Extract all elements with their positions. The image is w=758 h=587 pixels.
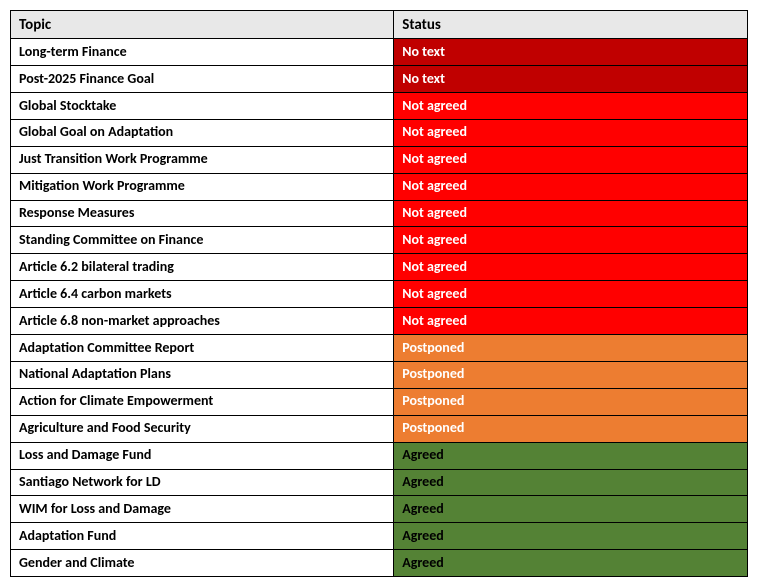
topic-cell: WIM for Loss and Damage	[11, 496, 394, 523]
table-row: Adaptation Committee ReportPostponed	[11, 335, 748, 362]
topic-cell: Article 6.4 carbon markets	[11, 281, 394, 308]
table-row: Gender and ClimateAgreed	[11, 550, 748, 577]
status-cell: No text	[394, 66, 748, 93]
topic-cell: Loss and Damage Fund	[11, 442, 394, 469]
topic-cell: National Adaptation Plans	[11, 361, 394, 388]
status-cell: Postponed	[394, 388, 748, 415]
table-row: National Adaptation PlansPostponed	[11, 361, 748, 388]
status-cell: Not agreed	[394, 254, 748, 281]
topic-cell: Article 6.8 non-market approaches	[11, 308, 394, 335]
table-row: Action for Climate EmpowermentPostponed	[11, 388, 748, 415]
table-row: Adaptation FundAgreed	[11, 523, 748, 550]
status-cell: No text	[394, 39, 748, 66]
table-row: Mitigation Work ProgrammeNot agreed	[11, 173, 748, 200]
topic-cell: Adaptation Fund	[11, 523, 394, 550]
topic-cell: Post-2025 Finance Goal	[11, 66, 394, 93]
topic-cell: Gender and Climate	[11, 550, 394, 577]
topic-cell: Just Transition Work Programme	[11, 146, 394, 173]
status-cell: Not agreed	[394, 93, 748, 120]
status-cell: Postponed	[394, 415, 748, 442]
table-row: Response MeasuresNot agreed	[11, 200, 748, 227]
table-row: Standing Committee on FinanceNot agreed	[11, 227, 748, 254]
topic-cell: Global Goal on Adaptation	[11, 119, 394, 146]
table-row: WIM for Loss and DamageAgreed	[11, 496, 748, 523]
topic-cell: Global Stocktake	[11, 93, 394, 120]
header-topic: Topic	[11, 11, 394, 39]
table-row: Article 6.2 bilateral tradingNot agreed	[11, 254, 748, 281]
status-cell: Not agreed	[394, 227, 748, 254]
status-cell: Agreed	[394, 469, 748, 496]
table-row: Loss and Damage FundAgreed	[11, 442, 748, 469]
topic-cell: Response Measures	[11, 200, 394, 227]
status-cell: Agreed	[394, 496, 748, 523]
table-row: Article 6.8 non-market approachesNot agr…	[11, 308, 748, 335]
table-body: Long-term FinanceNo textPost-2025 Financ…	[11, 39, 748, 577]
topic-cell: Article 6.2 bilateral trading	[11, 254, 394, 281]
header-status: Status	[394, 11, 748, 39]
status-cell: Not agreed	[394, 119, 748, 146]
topic-cell: Long-term Finance	[11, 39, 394, 66]
status-cell: Agreed	[394, 442, 748, 469]
status-cell: Not agreed	[394, 281, 748, 308]
table-row: Just Transition Work ProgrammeNot agreed	[11, 146, 748, 173]
table-row: Agriculture and Food SecurityPostponed	[11, 415, 748, 442]
topic-cell: Adaptation Committee Report	[11, 335, 394, 362]
status-table: Topic Status Long-term FinanceNo textPos…	[10, 10, 748, 577]
table-row: Post-2025 Finance GoalNo text	[11, 66, 748, 93]
table-row: Long-term FinanceNo text	[11, 39, 748, 66]
table-row: Global StocktakeNot agreed	[11, 93, 748, 120]
status-cell: Postponed	[394, 335, 748, 362]
status-cell: Agreed	[394, 550, 748, 577]
status-cell: Not agreed	[394, 173, 748, 200]
table-header-row: Topic Status	[11, 11, 748, 39]
table-row: Article 6.4 carbon marketsNot agreed	[11, 281, 748, 308]
status-cell: Not agreed	[394, 146, 748, 173]
topic-cell: Agriculture and Food Security	[11, 415, 394, 442]
status-cell: Not agreed	[394, 308, 748, 335]
topic-cell: Standing Committee on Finance	[11, 227, 394, 254]
table-row: Santiago Network for LDAgreed	[11, 469, 748, 496]
status-cell: Not agreed	[394, 200, 748, 227]
topic-cell: Santiago Network for LD	[11, 469, 394, 496]
table-row: Global Goal on AdaptationNot agreed	[11, 119, 748, 146]
topic-cell: Mitigation Work Programme	[11, 173, 394, 200]
status-cell: Agreed	[394, 523, 748, 550]
status-cell: Postponed	[394, 361, 748, 388]
topic-cell: Action for Climate Empowerment	[11, 388, 394, 415]
